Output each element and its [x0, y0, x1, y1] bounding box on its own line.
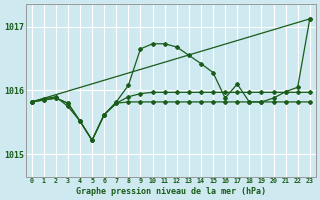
X-axis label: Graphe pression niveau de la mer (hPa): Graphe pression niveau de la mer (hPa) — [76, 187, 266, 196]
